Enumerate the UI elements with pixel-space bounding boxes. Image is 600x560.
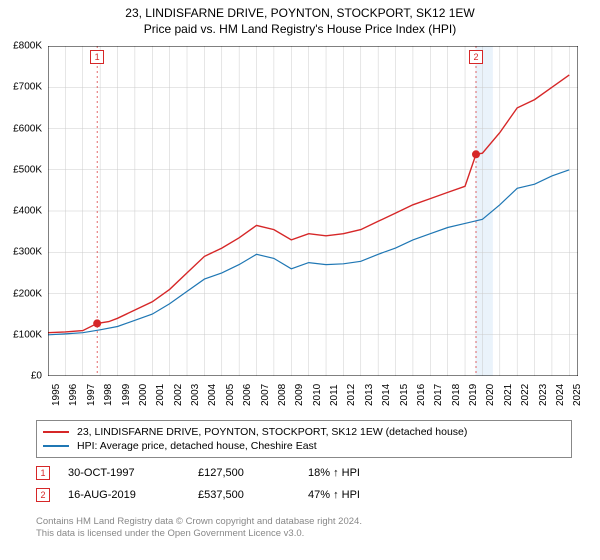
- x-tick-label: 2005: [225, 384, 236, 406]
- legend-row: HPI: Average price, detached house, Ches…: [43, 439, 565, 453]
- y-tick-label: £0: [31, 371, 42, 382]
- transaction-row: 2 16-AUG-2019£537,50047% ↑ HPI: [36, 484, 572, 506]
- x-tick-label: 2018: [451, 384, 462, 406]
- x-tick-label: 2003: [190, 384, 201, 406]
- x-tick-label: 2019: [468, 384, 479, 406]
- x-tick-label: 1999: [121, 384, 132, 406]
- transaction-date: 30-OCT-1997: [68, 467, 198, 479]
- chart-area: 12: [48, 46, 578, 376]
- x-tick-label: 1997: [86, 384, 97, 406]
- x-tick-label: 2022: [520, 384, 531, 406]
- x-tick-label: 2002: [173, 384, 184, 406]
- x-tick-label: 1998: [103, 384, 114, 406]
- transactions-table: 1 30-OCT-1997£127,50018% ↑ HPI 2 16-AUG-201…: [36, 462, 572, 506]
- x-tick-label: 2007: [260, 384, 271, 406]
- x-tick-label: 1995: [51, 384, 62, 406]
- title-sub: Price paid vs. HM Land Registry's House …: [0, 22, 600, 36]
- y-tick-label: £600K: [13, 123, 42, 134]
- y-tick-label: £300K: [13, 247, 42, 258]
- legend-swatch: [43, 431, 69, 433]
- x-tick-label: 2006: [242, 384, 253, 406]
- transaction-marker: 2: [469, 50, 483, 64]
- y-tick-label: £700K: [13, 82, 42, 93]
- x-tick-label: 2011: [329, 384, 340, 406]
- x-tick-label: 2023: [538, 384, 549, 406]
- x-tick-label: 2008: [277, 384, 288, 406]
- y-tick-label: £400K: [13, 206, 42, 217]
- x-axis-labels: 1995 1996 1997 1998 1999 2000 2001 2002 2003 2004…: [48, 378, 578, 418]
- x-tick-label: 2020: [485, 384, 496, 406]
- transaction-price: £127,500: [198, 467, 308, 479]
- x-tick-label: 2015: [399, 384, 410, 406]
- transaction-row: 1 30-OCT-1997£127,50018% ↑ HPI: [36, 462, 572, 484]
- transaction-delta: 18% ↑ HPI: [308, 467, 428, 479]
- footer-attribution: Contains HM Land Registry data © Crown c…: [36, 516, 362, 541]
- x-tick-label: 2000: [138, 384, 149, 406]
- x-tick-label: 2014: [381, 384, 392, 406]
- x-tick-label: 2017: [433, 384, 444, 406]
- x-tick-label: 2013: [364, 384, 375, 406]
- x-tick-label: 1996: [68, 384, 79, 406]
- transaction-date: 16-AUG-2019: [68, 489, 198, 501]
- chart-svg: [48, 46, 578, 376]
- transaction-marker-icon: 2: [36, 488, 50, 502]
- chart-container: 23, LINDISFARNE DRIVE, POYNTON, STOCKPOR…: [0, 0, 600, 560]
- x-tick-label: 2021: [503, 384, 514, 406]
- legend-label: 23, LINDISFARNE DRIVE, POYNTON, STOCKPOR…: [77, 426, 467, 438]
- y-axis-labels: £0£100K£200K£300K£400K£500K£600K£700K£80…: [0, 46, 46, 376]
- x-tick-label: 2004: [207, 384, 218, 406]
- x-tick-label: 2010: [312, 384, 323, 406]
- legend-label: HPI: Average price, detached house, Ches…: [77, 440, 317, 452]
- legend-row: 23, LINDISFARNE DRIVE, POYNTON, STOCKPOR…: [43, 425, 565, 439]
- x-tick-label: 2016: [416, 384, 427, 406]
- legend-box: 23, LINDISFARNE DRIVE, POYNTON, STOCKPOR…: [36, 420, 572, 458]
- x-tick-label: 2012: [346, 384, 357, 406]
- x-tick-label: 2001: [155, 384, 166, 406]
- transaction-marker-icon: 1: [36, 466, 50, 480]
- footer-line-2: This data is licensed under the Open Gov…: [36, 528, 362, 540]
- transaction-delta: 47% ↑ HPI: [308, 489, 428, 501]
- y-tick-label: £500K: [13, 164, 42, 175]
- titles: 23, LINDISFARNE DRIVE, POYNTON, STOCKPOR…: [0, 0, 600, 36]
- y-tick-label: £800K: [13, 41, 42, 52]
- y-tick-label: £200K: [13, 288, 42, 299]
- transaction-price: £537,500: [198, 489, 308, 501]
- x-tick-label: 2009: [294, 384, 305, 406]
- legend-swatch: [43, 445, 69, 447]
- y-tick-label: £100K: [13, 329, 42, 340]
- footer-line-1: Contains HM Land Registry data © Crown c…: [36, 516, 362, 528]
- x-tick-label: 2024: [555, 384, 566, 406]
- x-tick-label: 2025: [572, 384, 583, 406]
- transaction-marker: 1: [90, 50, 104, 64]
- title-main: 23, LINDISFARNE DRIVE, POYNTON, STOCKPOR…: [0, 6, 600, 20]
